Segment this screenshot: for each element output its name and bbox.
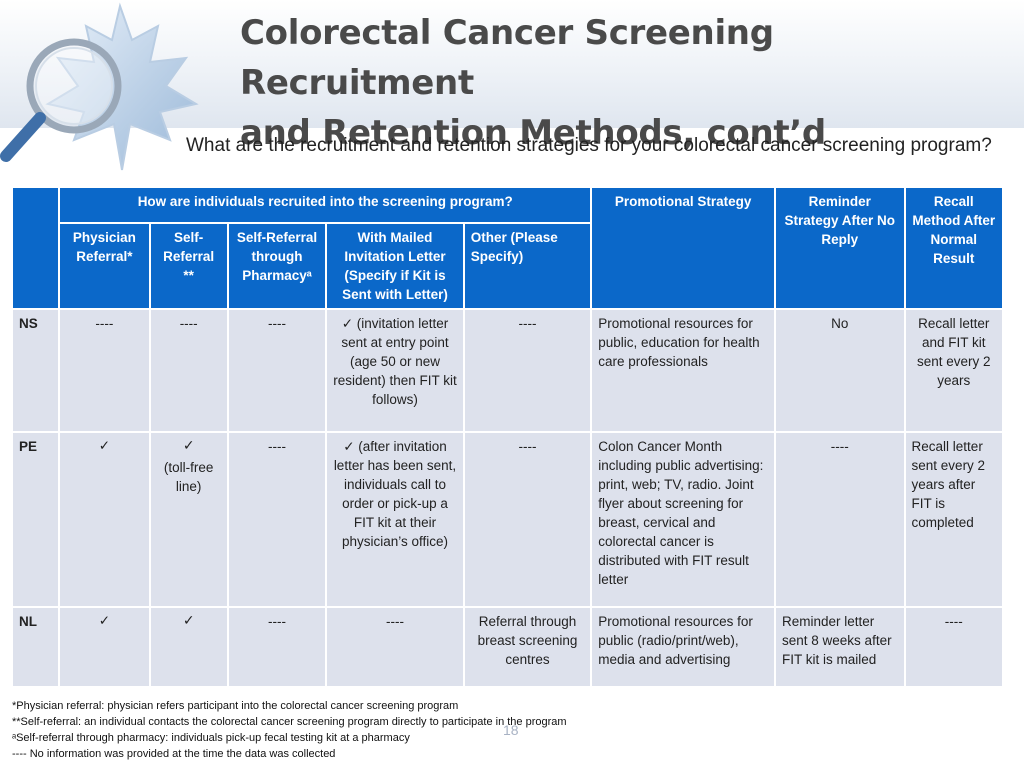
reminder-cell: Reminder letter sent 8 weeks after FIT k… — [776, 608, 904, 686]
promotional-cell: Promotional resources for public (radio/… — [592, 608, 775, 686]
title-line-1: Colorectal Cancer Screening Recruitment — [240, 13, 774, 103]
recall-cell: Recall letter and FIT kit sent every 2 y… — [905, 310, 1002, 431]
pharmacy-cell: ---- — [228, 608, 326, 686]
province-cell: PE — [13, 433, 59, 606]
self-referral-value: ---- — [179, 316, 198, 331]
recall-cell: Recall letter sent every 2 years after F… — [905, 433, 1002, 606]
table-row: PE ✓ ✓ (toll-free line) ---- ✓ (after in… — [13, 433, 1002, 606]
recall-cell: ---- — [905, 608, 1002, 686]
physician-cell: ✓ — [60, 608, 149, 686]
pharmacy-cell: ---- — [228, 310, 326, 431]
footnote-physician: *Physician referral: physician refers pa… — [12, 700, 459, 712]
self-referral-cell: ✓ (toll-free line) — [150, 433, 227, 606]
mailed-cell: ✓ (invitation letter sent at entry point… — [327, 310, 463, 431]
physician-cell: ✓ — [60, 433, 149, 606]
header-recall: Recall Method After Normal Result — [905, 188, 1002, 308]
other-cell: ---- — [464, 310, 591, 431]
maple-leaf-magnifier-icon — [0, 2, 199, 171]
self-referral-cell: ---- — [150, 310, 227, 431]
header-pharmacy: Self-Referral through Pharmacyᵃ — [228, 224, 326, 308]
table-row: NS ---- ---- ---- ✓ (invitation letter s… — [13, 310, 1002, 431]
self-referral-cell: ✓ — [150, 608, 227, 686]
mailed-cell: ✓ (after invitation letter has been sent… — [327, 433, 463, 606]
other-cell: ---- — [464, 433, 591, 606]
strategy-table: How are individuals recruited into the s… — [11, 186, 1004, 688]
mailed-cell: ---- — [327, 608, 463, 686]
self-referral-note: (toll-free line) — [163, 460, 214, 494]
question-text: What are the recruitment and retention s… — [186, 135, 992, 156]
header-reminder: Reminder Strategy After No Reply — [776, 188, 904, 308]
page-number: 18 — [503, 722, 519, 738]
footnote-self-referral: **Self-referral: an individual contacts … — [12, 716, 567, 728]
promotional-cell: Colon Cancer Month including public adve… — [592, 433, 775, 606]
header-self-referral: Self-Referral ** — [150, 224, 227, 308]
header-other: Other (Please Specify) — [464, 224, 591, 308]
header-promotional: Promotional Strategy — [592, 188, 775, 308]
other-cell: Referral through breast screening centre… — [464, 608, 591, 686]
corner-header-cell — [13, 188, 59, 308]
page-title: Colorectal Cancer Screening Recruitment … — [240, 8, 1010, 158]
self-referral-value: ✓ — [182, 438, 195, 454]
title-line-2: and Retention Methods, cont’d — [240, 113, 826, 153]
header-mailed: With Mailed Invitation Letter (Specify i… — [327, 224, 463, 308]
reminder-cell: ---- — [776, 433, 904, 606]
reminder-cell: No — [776, 310, 904, 431]
footnotes: *Physician referral: physician refers pa… — [12, 698, 772, 762]
physician-cell: ---- — [60, 310, 149, 431]
table-row: NL ✓ ✓ ---- ---- Referral through breast… — [13, 608, 1002, 686]
self-referral-value: ✓ — [182, 613, 195, 629]
footnote-no-info: ---- No information was provided at the … — [12, 748, 336, 760]
province-cell: NL — [13, 608, 59, 686]
group-header: How are individuals recruited into the s… — [60, 188, 591, 222]
promotional-cell: Promotional resources for public, educat… — [592, 310, 775, 431]
province-cell: NS — [13, 310, 59, 431]
header-physician: Physician Referral* — [60, 224, 149, 308]
pharmacy-cell: ---- — [228, 433, 326, 606]
footnote-pharmacy: ᵃSelf-referral through pharmacy: individ… — [12, 732, 410, 744]
